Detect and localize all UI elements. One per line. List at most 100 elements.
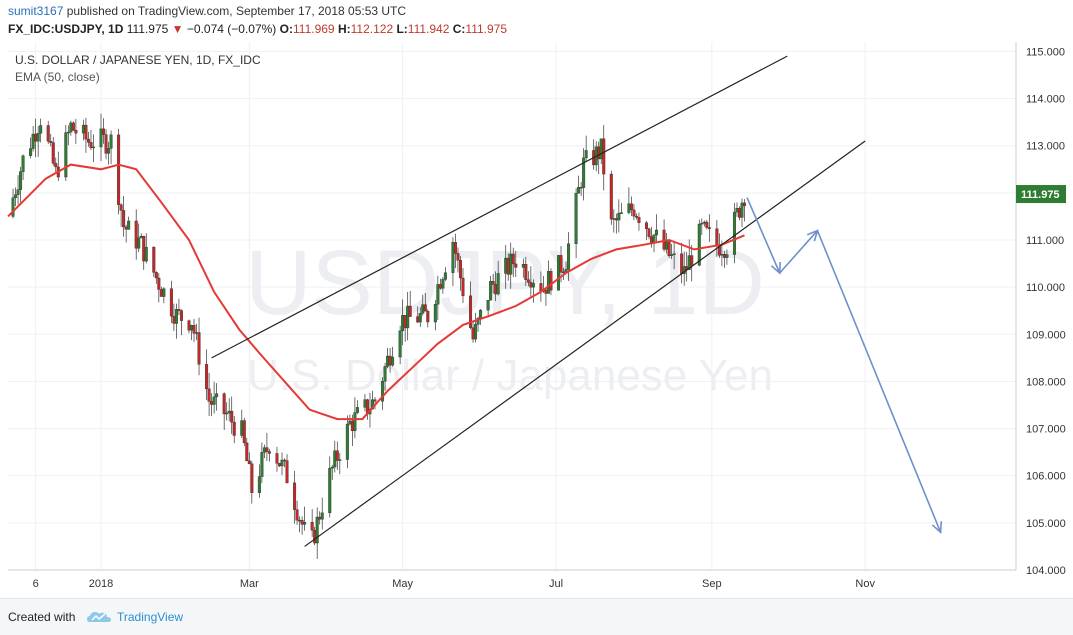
- candle-body: [265, 447, 269, 452]
- candle-body: [511, 253, 515, 265]
- time-tick-label: 6: [33, 578, 39, 590]
- channel-upper-line[interactable]: [211, 55, 788, 359]
- candle-body: [355, 407, 359, 413]
- candle-body: [458, 260, 462, 279]
- candle-body: [205, 364, 209, 390]
- time-axis-ticks: 6 2018 Mar May Jul Sep Nov: [33, 578, 876, 590]
- candle-body: [469, 295, 473, 328]
- price-tick-label: 104.000: [1026, 565, 1066, 577]
- published-text: published on TradingView.com, September …: [66, 4, 407, 18]
- candle-body: [280, 459, 284, 467]
- candle-body: [172, 315, 176, 324]
- candle-body: [36, 133, 40, 142]
- candle-body: [81, 124, 85, 134]
- candles: [11, 113, 747, 559]
- open-value: 111.969: [293, 22, 335, 36]
- price-tick-label: 108.000: [1026, 376, 1066, 388]
- candle-body: [335, 450, 339, 461]
- candle-body: [139, 235, 143, 239]
- candle-body: [285, 460, 289, 484]
- candle-body: [117, 134, 121, 205]
- candle-body: [489, 281, 493, 301]
- grid: [8, 42, 1016, 571]
- candle-body: [350, 420, 354, 431]
- candle-body: [504, 257, 508, 274]
- candle-body: [91, 146, 95, 149]
- candle-body: [154, 272, 158, 279]
- candle-body: [416, 316, 420, 323]
- candle-body: [363, 399, 367, 408]
- candle-body: [159, 289, 163, 297]
- price-axis[interactable]: [1016, 42, 1073, 570]
- author-link[interactable]: sumit3167: [8, 4, 64, 18]
- candle-body: [14, 194, 18, 199]
- candle-body: [275, 453, 279, 464]
- footer: Created with TradingView: [0, 598, 1073, 635]
- candle-body: [602, 138, 606, 175]
- candle-body: [66, 131, 70, 134]
- candle-body: [86, 138, 90, 143]
- candle-body: [119, 204, 123, 211]
- candle-body: [398, 330, 402, 358]
- candle-body: [89, 142, 93, 149]
- price-chart[interactable]: USDJPY, 1D U.S. Dollar / Japanese Yen 11…: [0, 42, 1073, 598]
- down-arrow-icon: ▼: [171, 22, 184, 36]
- time-axis[interactable]: [8, 570, 1016, 598]
- candle-body: [471, 327, 475, 340]
- candle-body: [426, 310, 430, 323]
- candle-body: [647, 228, 651, 237]
- candle-body: [298, 519, 302, 522]
- candle-body: [680, 253, 684, 275]
- candle-body: [381, 380, 385, 402]
- projection-arrows[interactable]: [746, 197, 943, 534]
- close-label: C:: [452, 22, 466, 36]
- projection-arrowhead: [931, 521, 943, 534]
- candle-body: [418, 313, 422, 323]
- candle-body: [650, 236, 654, 243]
- candle-body: [715, 228, 719, 246]
- candle-body: [232, 421, 236, 436]
- channel-lower-line[interactable]: [304, 140, 866, 547]
- candle-body: [474, 324, 478, 340]
- candle-body: [84, 124, 88, 140]
- candle-body: [697, 223, 701, 266]
- candle-body: [190, 325, 194, 331]
- tradingview-link[interactable]: TradingView: [117, 610, 184, 624]
- candle-body: [637, 217, 641, 223]
- candle-body: [29, 148, 33, 156]
- candle-body: [215, 393, 219, 398]
- candle-body: [562, 271, 566, 274]
- candle-body: [609, 173, 613, 220]
- candle-body: [109, 134, 113, 149]
- candle-body: [665, 241, 669, 250]
- candle-body: [69, 122, 73, 133]
- candle-body: [614, 218, 618, 221]
- candle-body: [338, 459, 342, 461]
- candle-body: [313, 529, 317, 544]
- candle-body: [240, 420, 244, 436]
- candle-body: [197, 332, 201, 365]
- candle-body: [303, 522, 307, 525]
- candle-body: [667, 241, 671, 256]
- last-price-tag: 111.975: [1016, 185, 1066, 204]
- candle-body: [612, 218, 616, 220]
- chart-background: [0, 42, 1073, 598]
- candle-body: [436, 284, 440, 305]
- candle-body: [222, 393, 226, 415]
- candle-body: [491, 281, 495, 285]
- publish-line: sumit3167 published on TradingView.com, …: [8, 4, 406, 18]
- price-tick-label: 113.000: [1026, 141, 1065, 153]
- candle-body: [441, 279, 445, 289]
- high-value: 112.122: [350, 22, 394, 36]
- candle-body: [672, 253, 676, 255]
- candle-body: [144, 246, 148, 262]
- candle-body: [453, 242, 457, 254]
- candle-body: [195, 332, 199, 334]
- projection-arrowhead: [806, 229, 819, 242]
- candle-body: [348, 420, 352, 425]
- last-price-tag-label: 111.975: [1021, 189, 1060, 201]
- candle-body: [49, 141, 53, 143]
- candle-body: [479, 309, 483, 319]
- candle-body: [293, 482, 297, 510]
- candle-body: [529, 282, 533, 288]
